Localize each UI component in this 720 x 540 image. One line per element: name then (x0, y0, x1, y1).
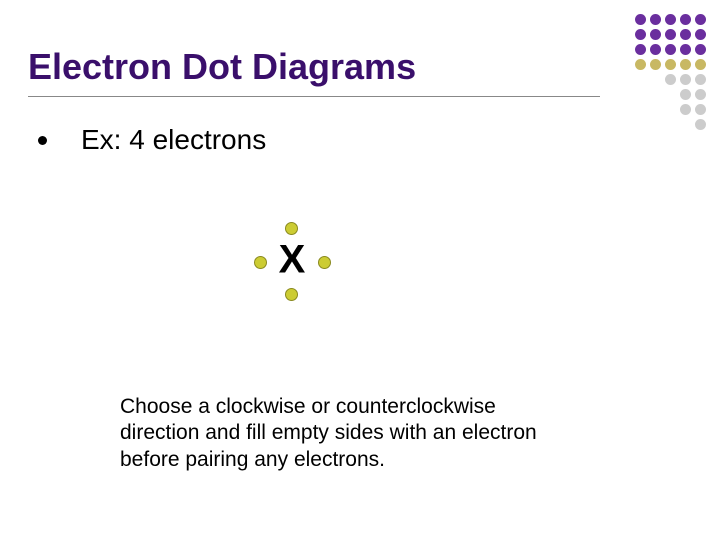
bullet-item: Ex: 4 electrons (38, 124, 266, 156)
decor-dot (695, 89, 706, 100)
title-block: Electron Dot Diagrams (28, 46, 600, 97)
electron-dot-left (254, 256, 267, 269)
bullet-text: Ex: 4 electrons (81, 124, 266, 156)
decor-dot (635, 14, 646, 25)
decor-dot (635, 29, 646, 40)
caption-text: Choose a clockwise or counterclockwise d… (120, 394, 550, 473)
decor-dot (695, 119, 706, 130)
decor-dot (665, 29, 676, 40)
decor-dot (695, 59, 706, 70)
decor-row (635, 14, 706, 25)
decor-dot (695, 74, 706, 85)
decor-dot (635, 44, 646, 55)
decor-dot (695, 44, 706, 55)
decor-dot (650, 29, 661, 40)
decor-dot (650, 14, 661, 25)
decor-dot (695, 29, 706, 40)
decor-dot (680, 104, 691, 115)
decor-row (635, 119, 706, 130)
electron-dot-right (318, 256, 331, 269)
decor-dot (695, 14, 706, 25)
decor-dot (665, 14, 676, 25)
electron-dot-bottom (285, 288, 298, 301)
electron-dot-diagram: X (232, 200, 352, 320)
decor-dot (650, 44, 661, 55)
decor-dot (665, 74, 676, 85)
decor-dot (680, 44, 691, 55)
decor-row (635, 29, 706, 40)
decor-row (635, 104, 706, 115)
decor-row (635, 59, 706, 70)
title-underline (28, 96, 600, 97)
decor-dot (635, 59, 646, 70)
bullet-icon (38, 136, 47, 145)
decor-dot (680, 89, 691, 100)
corner-decoration (635, 14, 706, 134)
decor-dot (680, 14, 691, 25)
element-symbol: X (279, 238, 306, 283)
decor-row (635, 44, 706, 55)
decor-row (635, 89, 706, 100)
decor-dot (680, 74, 691, 85)
decor-dot (680, 29, 691, 40)
decor-dot (665, 59, 676, 70)
decor-row (635, 74, 706, 85)
decor-dot (695, 104, 706, 115)
decor-dot (650, 59, 661, 70)
decor-dot (680, 59, 691, 70)
decor-dot (665, 44, 676, 55)
slide-title: Electron Dot Diagrams (28, 46, 600, 94)
electron-dot-top (285, 222, 298, 235)
